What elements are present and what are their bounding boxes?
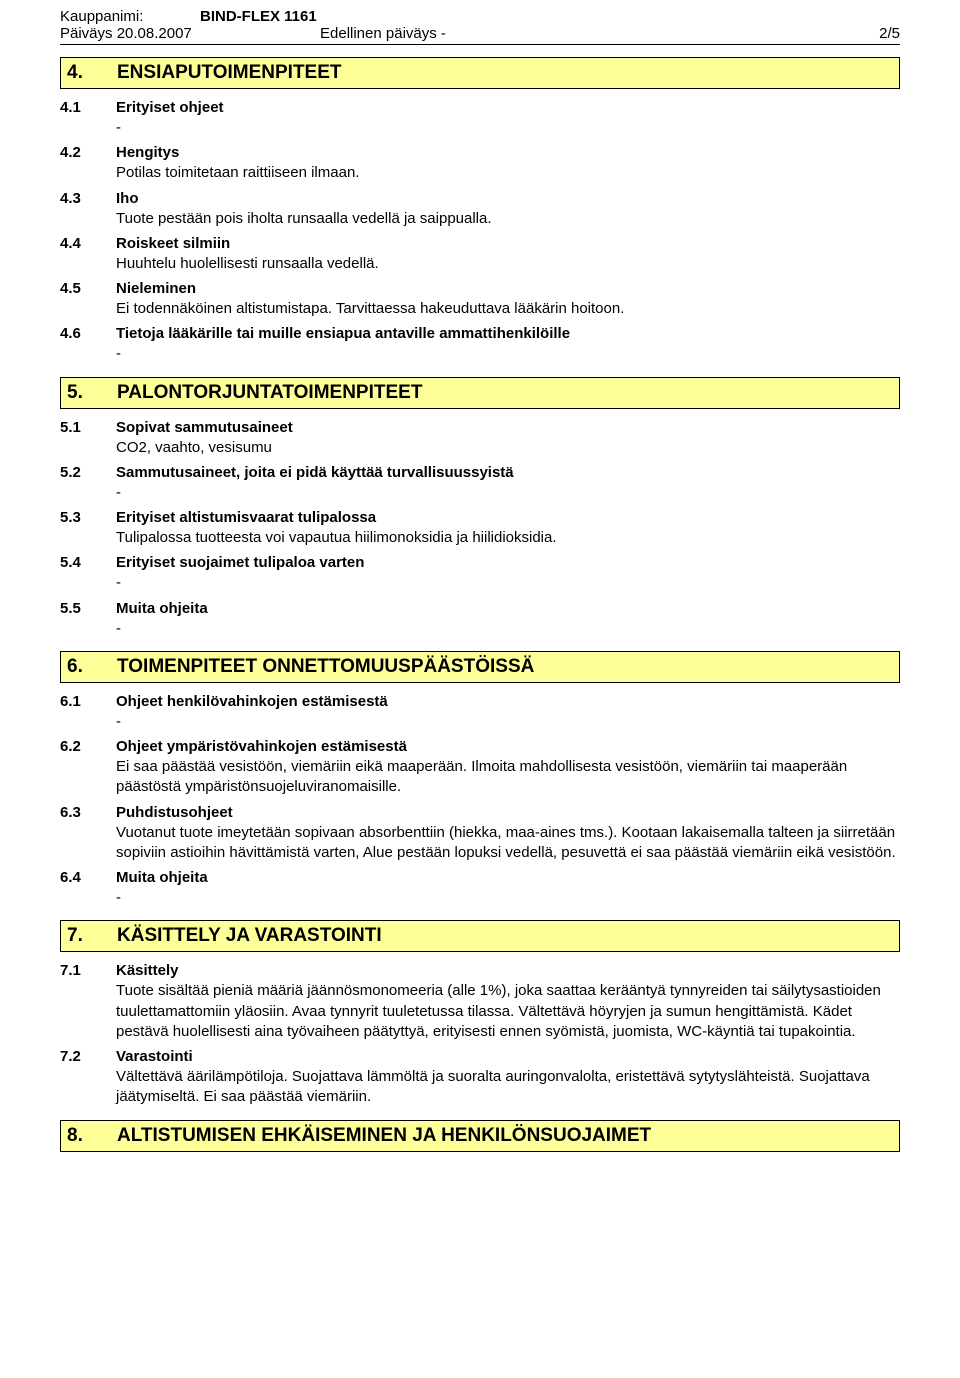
subsection-title: Varastointi (116, 1048, 193, 1065)
section-title: PALONTORJUNTATOIMENPITEET (117, 382, 893, 404)
subsection-number: 4.3 (60, 190, 116, 207)
subsection-title: Iho (116, 190, 139, 207)
subsection-body: - (116, 573, 900, 593)
section-header: 8.ALTISTUMISEN EHKÄISEMINEN JA HENKILÖNS… (60, 1120, 900, 1152)
section-number: 5. (67, 382, 117, 404)
subsection-row: 6.4Muita ohjeita (60, 869, 900, 886)
section-header: 4.ENSIAPUTOIMENPITEET (60, 57, 900, 89)
kauppanimi-value: BIND-FLEX 1161 (200, 8, 317, 25)
subsection-title: Muita ohjeita (116, 869, 208, 886)
subsection-number: 4.2 (60, 144, 116, 161)
header-prev-date: Edellinen päiväys - (320, 25, 879, 42)
subsection-title: Puhdistusohjeet (116, 804, 233, 821)
subsection-number: 5.3 (60, 509, 116, 526)
section-number: 8. (67, 1125, 117, 1147)
subsection-number: 6.4 (60, 869, 116, 886)
subsection-number: 7.2 (60, 1048, 116, 1065)
subsection-title: Erityiset altistumisvaarat tulipalossa (116, 509, 376, 526)
section-number: 7. (67, 925, 117, 947)
header-date: Päiväys 20.08.2007 (60, 25, 320, 42)
subsection-title: Erityiset ohjeet (116, 99, 224, 116)
section-title: ALTISTUMISEN EHKÄISEMINEN JA HENKILÖNSUO… (117, 1125, 893, 1147)
subsection-title: Roiskeet silmiin (116, 235, 230, 252)
subsection-body: Huuhtelu huolellisesti runsaalla vedellä… (116, 254, 900, 274)
header-page-number: 2/5 (879, 25, 900, 42)
subsection-row: 4.3Iho (60, 190, 900, 207)
subsection-title: Käsittely (116, 962, 179, 979)
subsection-number: 6.1 (60, 693, 116, 710)
subsection-title: Erityiset suojaimet tulipaloa varten (116, 554, 364, 571)
section-title: ENSIAPUTOIMENPITEET (117, 62, 893, 84)
subsection-row: 5.2Sammutusaineet, joita ei pidä käyttää… (60, 464, 900, 481)
subsection-number: 4.4 (60, 235, 116, 252)
section-number: 6. (67, 656, 117, 678)
section-title: KÄSITTELY JA VARASTOINTI (117, 925, 893, 947)
subsection-number: 5.2 (60, 464, 116, 481)
subsection-row: 5.4Erityiset suojaimet tulipaloa varten (60, 554, 900, 571)
subsection-title: Hengitys (116, 144, 179, 161)
section-title: TOIMENPITEET ONNETTOMUUSPÄÄSTÖISSÄ (117, 656, 893, 678)
header-row-1: Kauppanimi: BIND-FLEX 1161 (60, 0, 900, 25)
subsection-body: Tuote pestään pois iholta runsaalla vede… (116, 209, 900, 229)
subsection-title: Sammutusaineet, joita ei pidä käyttää tu… (116, 464, 514, 481)
subsection-row: 4.4Roiskeet silmiin (60, 235, 900, 252)
subsection-row: 4.5Nieleminen (60, 280, 900, 297)
subsection-number: 4.5 (60, 280, 116, 297)
subsection-row: 5.3Erityiset altistumisvaarat tulipaloss… (60, 509, 900, 526)
subsection-title: Tietoja lääkärille tai muille ensiapua a… (116, 325, 570, 342)
subsection-body: Vältettävä äärilämpötiloja. Suojattava l… (116, 1067, 900, 1108)
subsection-row: 5.5Muita ohjeita (60, 600, 900, 617)
section-number: 4. (67, 62, 117, 84)
section-header: 6.TOIMENPITEET ONNETTOMUUSPÄÄSTÖISSÄ (60, 651, 900, 683)
subsection-body: Potilas toimitetaan raittiiseen ilmaan. (116, 163, 900, 183)
subsection-number: 6.3 (60, 804, 116, 821)
sections-container: 4.ENSIAPUTOIMENPITEET4.1Erityiset ohjeet… (60, 57, 900, 1152)
subsection-body: Tulipalossa tuotteesta voi vapautua hiil… (116, 528, 900, 548)
subsection-row: 6.1Ohjeet henkilövahinkojen estämisestä (60, 693, 900, 710)
header-row-2: Päiväys 20.08.2007 Edellinen päiväys - 2… (60, 25, 900, 45)
page-container: Kauppanimi: BIND-FLEX 1161 Päiväys 20.08… (0, 0, 960, 1202)
subsection-row: 5.1Sopivat sammutusaineet (60, 419, 900, 436)
subsection-body: - (116, 619, 900, 639)
subsection-number: 5.4 (60, 554, 116, 571)
subsection-title: Sopivat sammutusaineet (116, 419, 293, 436)
subsection-body: - (116, 344, 900, 364)
subsection-body: CO2, vaahto, vesisumu (116, 438, 900, 458)
subsection-body: - (116, 712, 900, 732)
subsection-body: - (116, 888, 900, 908)
section-header: 7.KÄSITTELY JA VARASTOINTI (60, 920, 900, 952)
subsection-title: Nieleminen (116, 280, 196, 297)
subsection-body: - (116, 483, 900, 503)
subsection-body: Tuote sisältää pieniä määriä jäännösmono… (116, 981, 900, 1042)
subsection-number: 4.6 (60, 325, 116, 342)
subsection-body: Ei saa päästää vesistöön, viemäriin eikä… (116, 757, 900, 798)
subsection-row: 6.2Ohjeet ympäristövahinkojen estämisest… (60, 738, 900, 755)
subsection-row: 4.1Erityiset ohjeet (60, 99, 900, 116)
subsection-row: 6.3Puhdistusohjeet (60, 804, 900, 821)
subsection-body: Ei todennäköinen altistumistapa. Tarvitt… (116, 299, 900, 319)
subsection-title: Ohjeet ympäristövahinkojen estämisestä (116, 738, 407, 755)
subsection-title: Muita ohjeita (116, 600, 208, 617)
subsection-row: 7.1Käsittely (60, 962, 900, 979)
subsection-body: - (116, 118, 900, 138)
subsection-row: 4.6Tietoja lääkärille tai muille ensiapu… (60, 325, 900, 342)
subsection-title: Ohjeet henkilövahinkojen estämisestä (116, 693, 388, 710)
subsection-number: 6.2 (60, 738, 116, 755)
subsection-number: 5.5 (60, 600, 116, 617)
subsection-body: Vuotanut tuote imeytetään sopivaan absor… (116, 823, 900, 864)
subsection-number: 7.1 (60, 962, 116, 979)
subsection-row: 4.2Hengitys (60, 144, 900, 161)
subsection-number: 4.1 (60, 99, 116, 116)
kauppanimi-label: Kauppanimi: (60, 8, 200, 25)
subsection-number: 5.1 (60, 419, 116, 436)
subsection-row: 7.2Varastointi (60, 1048, 900, 1065)
section-header: 5.PALONTORJUNTATOIMENPITEET (60, 377, 900, 409)
